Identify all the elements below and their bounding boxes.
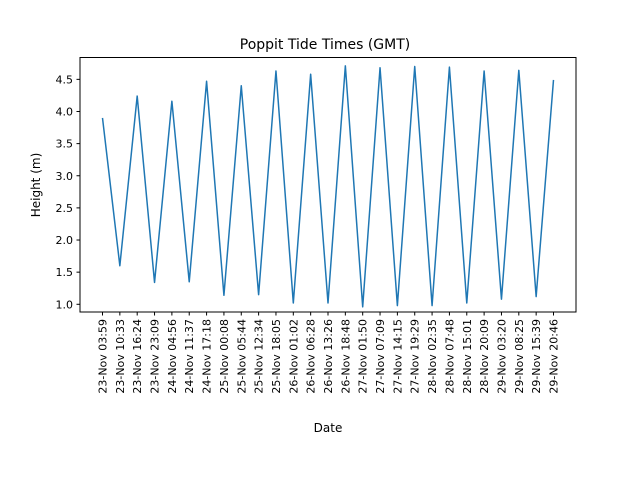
x-tick-label: 23-Nov 10:33: [114, 319, 127, 394]
x-tick-label: 26-Nov 01:02: [287, 319, 300, 394]
x-tick-label: 25-Nov 18:05: [270, 319, 283, 394]
y-tick-label: 1.5: [56, 266, 74, 279]
plot-frame: [79, 57, 577, 313]
x-tick-label: 27-Nov 14:15: [391, 319, 404, 394]
x-tick-label: 25-Nov 05:44: [235, 319, 248, 394]
x-tick-label: 25-Nov 12:34: [253, 319, 266, 394]
y-tick-label: 3.5: [56, 138, 74, 151]
y-tick-label: 4.0: [56, 105, 74, 118]
x-tick-label: 26-Nov 13:26: [322, 319, 335, 394]
x-tick-label: 28-Nov 02:35: [426, 319, 439, 394]
x-axis: 23-Nov 03:59 23-Nov 10:33 23-Nov 16:24 23-N…: [97, 312, 561, 394]
x-tick-label: 24-Nov 17:18: [201, 319, 214, 394]
x-tick-label: 27-Nov 19:29: [409, 319, 422, 394]
x-tick-label: 25-Nov 00:08: [218, 319, 231, 394]
x-tick-label: 27-Nov 07:09: [374, 319, 387, 394]
y-axis: 1.0 1.5 2.0 2.5 3.0 3.5 4.0 4.5: [56, 73, 80, 311]
tide-height-line: [101, 65, 555, 308]
series-group: [101, 65, 555, 308]
x-tick-label: 24-Nov 04:56: [166, 319, 179, 394]
x-tick-label: 26-Nov 06:28: [305, 319, 318, 394]
chart-title: Poppit Tide Times (GMT): [240, 37, 410, 53]
y-tick-label: 2.0: [56, 234, 74, 247]
x-tick-label: 23-Nov 16:24: [131, 319, 144, 394]
x-tick-label: 27-Nov 01:50: [357, 319, 370, 394]
x-axis-label: Date: [314, 421, 343, 435]
x-tick-label: 28-Nov 07:48: [443, 319, 456, 394]
x-tick-label: 24-Nov 11:37: [183, 319, 196, 394]
x-tick-label: 29-Nov 08:25: [513, 319, 526, 394]
x-tick-label: 26-Nov 18:48: [339, 319, 352, 394]
x-tick-label: 29-Nov 15:39: [530, 319, 543, 394]
y-tick-label: 3.0: [56, 170, 74, 183]
x-tick-label: 23-Nov 03:59: [97, 319, 110, 394]
y-tick-label: 4.5: [56, 73, 74, 86]
y-tick-label: 2.5: [56, 202, 74, 215]
x-tick-label: 28-Nov 20:09: [478, 319, 491, 394]
x-tick-label: 29-Nov 03:20: [495, 319, 508, 394]
x-tick-label: 28-Nov 15:01: [461, 319, 474, 394]
x-tick-label: 23-Nov 23:09: [149, 319, 162, 394]
y-tick-label: 1.0: [56, 298, 74, 311]
y-axis-label: Height (m): [29, 153, 43, 218]
x-tick-label: 29-Nov 20:46: [548, 319, 561, 394]
